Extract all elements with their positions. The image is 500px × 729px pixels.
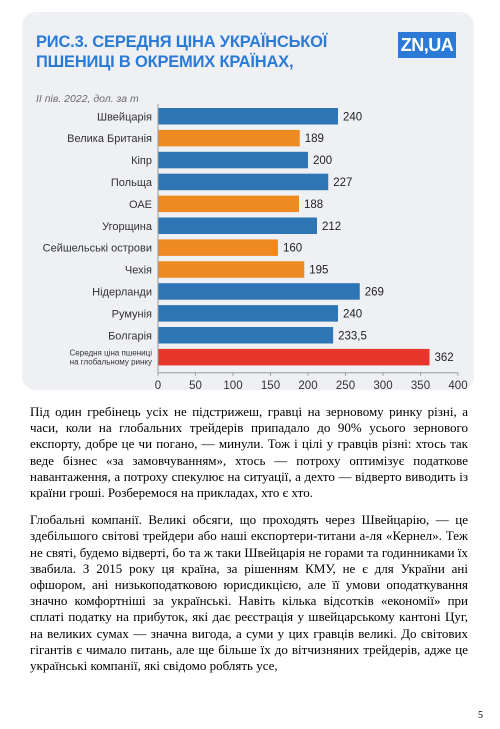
data-label: 240: [343, 111, 362, 123]
data-label: 362: [435, 352, 454, 364]
data-label: 195: [309, 265, 328, 277]
x-tick-label: 300: [373, 380, 392, 392]
bar: [158, 283, 360, 300]
bar: [158, 195, 299, 213]
bar: [158, 173, 329, 191]
x-tick-label: 150: [261, 380, 280, 392]
category-label: Румунія: [112, 308, 152, 320]
data-label: 212: [322, 221, 341, 233]
data-label: 227: [333, 177, 352, 189]
article-paragraph: Глобальні компанії. Великі обсяги, що пр…: [30, 512, 468, 674]
category-label: Кіпр: [131, 155, 152, 167]
x-tick-label: 0: [155, 380, 161, 392]
x-tick-label: 400: [448, 380, 467, 392]
bar: [158, 261, 305, 278]
chart-title: Рис.3. СЕРЕДНЯ ЦІНА УКРАЇНСЬКОЇ ПШЕНИЦІ …: [36, 33, 328, 71]
category-label: Нідерланди: [92, 286, 152, 298]
category-label: Болгарія: [108, 330, 152, 342]
article-body: Під один гребінець усіх не підстрижеш, г…: [30, 404, 468, 685]
page-number: 5: [478, 710, 483, 721]
data-label: 269: [365, 286, 384, 298]
category-label: Польща: [111, 177, 153, 189]
bar: [158, 108, 338, 125]
chart-subtitle: II пів. 2022, дол. за т: [36, 93, 139, 105]
data-label: 160: [283, 243, 302, 255]
article-paragraph: Під один гребінець усіх не підстрижеш, г…: [30, 404, 468, 501]
bar-chart: 240 Швейцарія 189 Велика Британія 200 Кіпр 227…: [43, 104, 468, 392]
x-tick-label: 250: [336, 380, 355, 392]
category-label: Середня ціна пшениці: [70, 349, 153, 358]
category-label: Чехія: [125, 265, 152, 277]
category-label: Велика Британія: [67, 133, 152, 145]
data-label: 200: [313, 155, 332, 167]
bar: [158, 129, 300, 147]
data-label: 240: [343, 308, 362, 320]
category-label: Швейцарія: [97, 111, 152, 123]
brand-logo: ZN,UA: [398, 32, 456, 58]
bar: [158, 348, 430, 366]
x-tick-label: 100: [223, 380, 242, 392]
bar: [158, 151, 308, 169]
data-label: 233,5: [338, 330, 367, 342]
bar: [158, 327, 334, 344]
category-label: Сейшельські острови: [43, 243, 152, 255]
x-tick-label: 200: [298, 380, 317, 392]
bar: [158, 305, 338, 322]
category-label: Угорщина: [102, 221, 153, 233]
bar: [158, 217, 317, 234]
data-label: 188: [304, 199, 323, 211]
category-label: на глобальному ринку: [70, 358, 152, 367]
category-label: ОАЕ: [129, 199, 152, 211]
bar: [158, 239, 278, 256]
data-label: 189: [305, 133, 324, 145]
x-tick-label: 350: [411, 380, 430, 392]
x-tick-label: 50: [189, 380, 202, 392]
